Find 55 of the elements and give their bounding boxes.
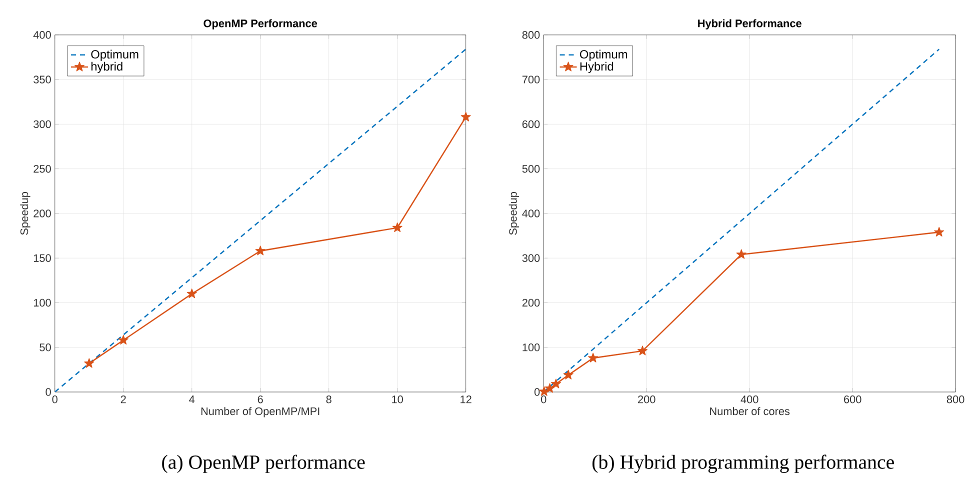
- point: [460, 112, 471, 122]
- y-tick-label: 0: [534, 388, 540, 396]
- x-tick-label: 600: [844, 396, 862, 404]
- y-tick-label: 700: [522, 76, 540, 84]
- y-tick-label: 300: [522, 254, 540, 262]
- x-tick-label: 10: [392, 396, 403, 404]
- point: [550, 378, 562, 388]
- x-axis-title: Number of cores: [710, 407, 790, 416]
- point: [736, 249, 746, 259]
- y-tick-label: 400: [33, 31, 51, 39]
- point: [255, 246, 266, 256]
- legend-label: Optimum: [91, 50, 138, 62]
- y-tick-label: 400: [522, 210, 540, 218]
- y-tick-label: 100: [34, 298, 51, 307]
- text: (b) Hybrid programming performance: [592, 454, 894, 474]
- point: [637, 346, 648, 356]
- point: [563, 370, 574, 380]
- point: [84, 358, 94, 368]
- y-axis-title: Speedup: [20, 192, 30, 235]
- x-tick-label: 2: [120, 396, 126, 404]
- point: [392, 222, 402, 232]
- y-tick-label: 150: [34, 254, 51, 262]
- y-tick-label: 500: [522, 165, 540, 173]
- x-tick-label: 8: [326, 396, 332, 404]
- y-tick-label: 200: [34, 210, 51, 218]
- y-axis-title: Speedup: [508, 192, 520, 235]
- x-axis-title: Number of OpenMP/MPI: [201, 407, 320, 418]
- x-tick-label: 12: [460, 396, 472, 404]
- x-tick-label: 6: [258, 396, 263, 404]
- x-tick-label: 200: [638, 396, 656, 404]
- legend-label: hybrid: [91, 62, 122, 74]
- y-tick-label: 50: [40, 344, 51, 352]
- y-tick-label: 100: [522, 344, 540, 352]
- y-tick-label: 0: [46, 388, 51, 396]
- legend-label: Optimum: [580, 50, 627, 62]
- y-tick-label: 600: [522, 120, 540, 128]
- point: [544, 383, 555, 393]
- x-tick-label: 0: [52, 396, 58, 404]
- x-tick-label: 0: [541, 396, 546, 404]
- y-tick-label: 200: [522, 298, 540, 307]
- y-tick-label: 250: [34, 165, 51, 173]
- text: (a) OpenMP performance: [162, 454, 365, 474]
- y-tick-label: 300: [34, 120, 51, 128]
- chart-title: Hybrid Performance: [698, 19, 802, 30]
- point: [588, 352, 598, 363]
- y-tick-label: 800: [522, 31, 540, 39]
- point: [118, 335, 128, 345]
- legend-label: Hybrid: [580, 62, 614, 74]
- y-tick-label: 350: [34, 76, 51, 84]
- point: [186, 288, 197, 298]
- x-tick-label: 4: [189, 396, 195, 404]
- x-tick-label: 400: [740, 396, 758, 404]
- chart-title: OpenMP Performance: [204, 19, 318, 30]
- point: [934, 227, 944, 237]
- x-tick-label: 800: [946, 396, 964, 404]
